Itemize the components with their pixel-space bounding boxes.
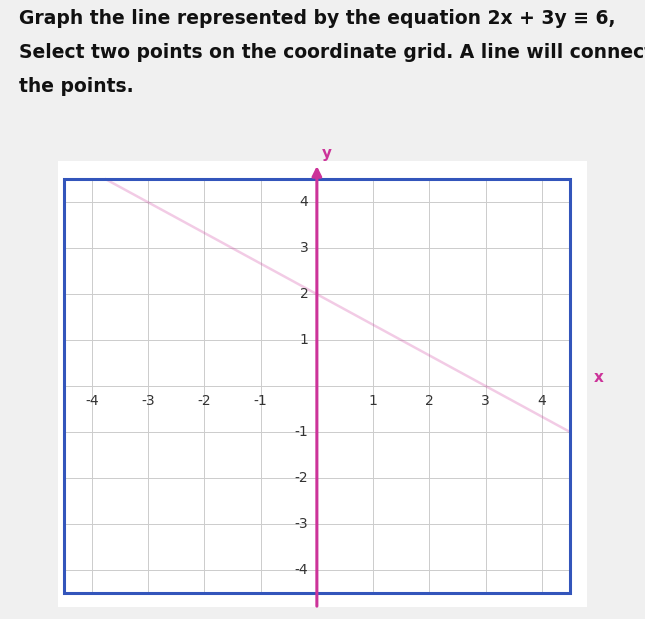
Text: 3: 3 bbox=[300, 241, 308, 255]
Text: -4: -4 bbox=[85, 394, 99, 409]
Text: Select two points on the coordinate grid. A line will connect: Select two points on the coordinate grid… bbox=[19, 43, 645, 63]
Text: 4: 4 bbox=[300, 195, 308, 209]
Text: -2: -2 bbox=[197, 394, 211, 409]
Text: 3: 3 bbox=[481, 394, 490, 409]
Text: Graph the line represented by the equation 2x + 3y ≡ 6,: Graph the line represented by the equati… bbox=[19, 9, 616, 28]
Text: -2: -2 bbox=[295, 471, 308, 485]
Text: the points.: the points. bbox=[19, 77, 134, 97]
Text: 4: 4 bbox=[537, 394, 546, 409]
Text: -3: -3 bbox=[295, 517, 308, 531]
Text: x: x bbox=[594, 370, 604, 385]
Text: 2: 2 bbox=[425, 394, 434, 409]
Text: -4: -4 bbox=[295, 563, 308, 577]
Text: -1: -1 bbox=[253, 394, 268, 409]
Text: -3: -3 bbox=[141, 394, 155, 409]
Text: 1: 1 bbox=[369, 394, 377, 409]
Text: y: y bbox=[322, 146, 332, 161]
Text: 2: 2 bbox=[300, 287, 308, 301]
Text: -1: -1 bbox=[295, 425, 308, 439]
Text: 1: 1 bbox=[299, 333, 308, 347]
